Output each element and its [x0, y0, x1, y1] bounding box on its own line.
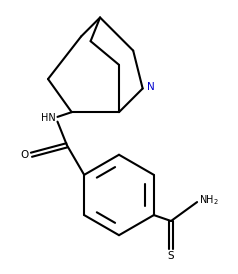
Text: HN: HN [41, 113, 55, 123]
Text: S: S [168, 252, 174, 261]
Text: O: O [20, 150, 29, 160]
Text: N: N [147, 82, 155, 92]
Text: NH$_2$: NH$_2$ [199, 193, 219, 207]
